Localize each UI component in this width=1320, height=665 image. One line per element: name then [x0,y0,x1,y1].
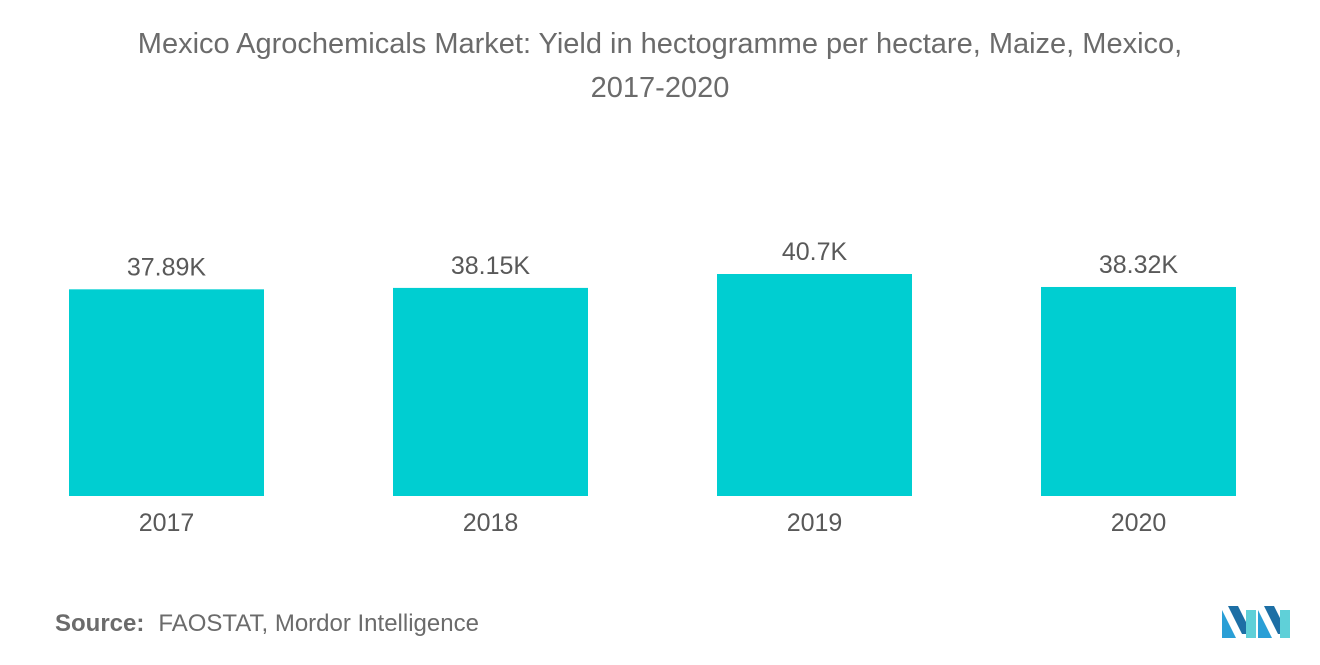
data-label-2019: 40.7K [782,238,848,266]
data-label-2018: 38.15K [451,252,531,280]
mordor-intelligence-logo [1222,606,1290,638]
source-label: Source: [55,610,145,637]
x-tick-label-2018: 2018 [463,509,519,537]
bar-2020 [1041,286,1236,496]
x-tick-label-2017: 2017 [139,509,195,537]
chart-title-line-1: Mexico Agrochemicals Market: Yield in he… [137,28,1183,60]
source-text: FAOSTAT, Mordor Intelligence [158,610,479,637]
data-label-2020: 38.32K [1099,251,1179,279]
bar-chart: 37.89K 2017 38.15K 2018 40.7K 2019 38.32K 2020 [69,238,1236,537]
x-tick-label-2020: 2020 [1111,509,1167,537]
bar-2019 [717,274,912,496]
bar-2018 [393,287,588,496]
bar-2017 [69,289,264,496]
source-note: Source: FAOSTAT, Mordor Intelligence [55,610,479,638]
x-tick-label-2019: 2019 [787,509,843,537]
chart-title: Mexico Agrochemicals Market: Yield in he… [0,22,1320,110]
data-label-2017: 37.89K [127,253,207,281]
chart-title-line-2: 2017-2020 [590,72,730,104]
